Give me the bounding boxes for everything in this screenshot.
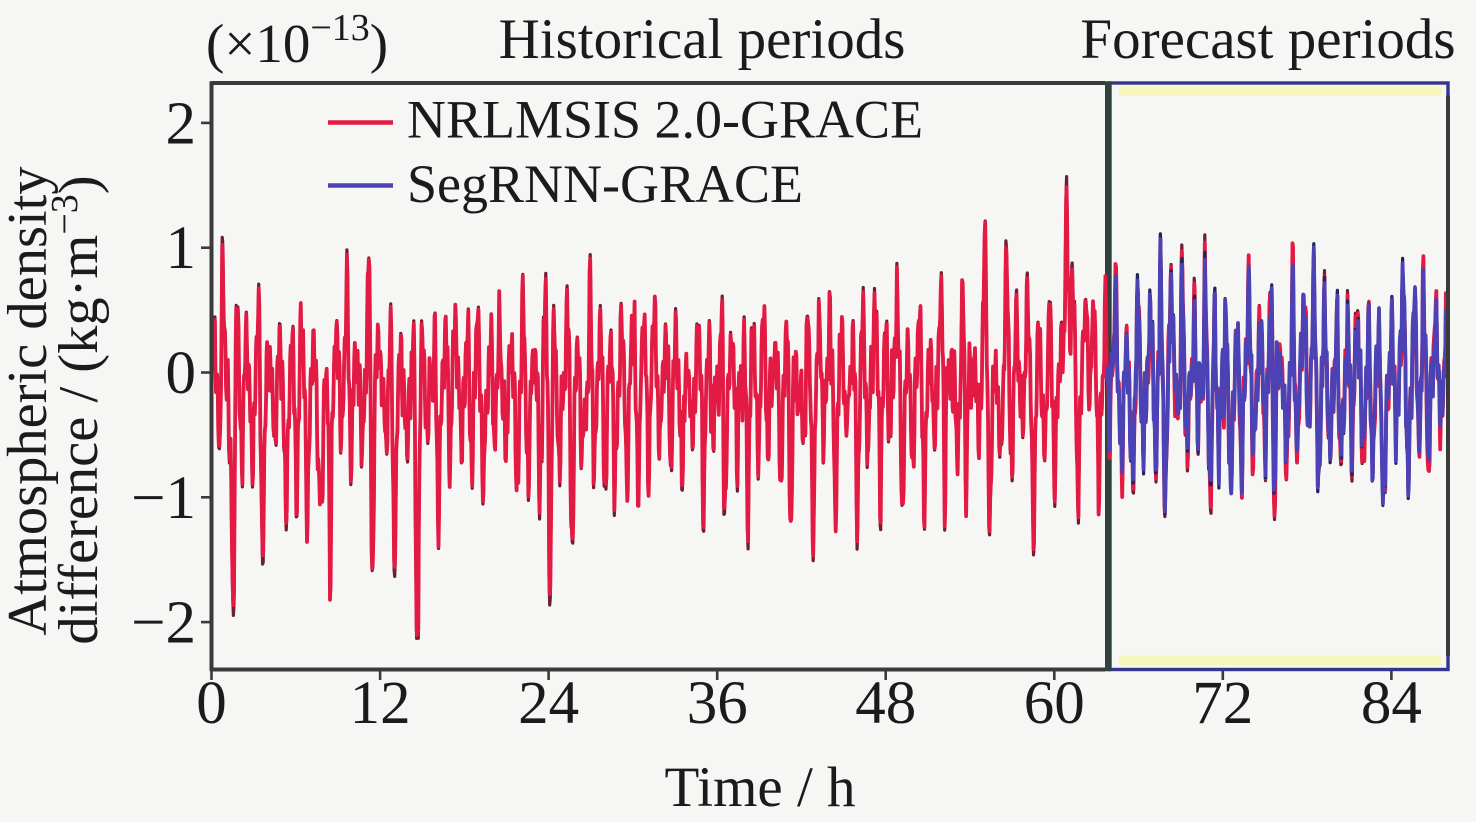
svg-text:24: 24 [518,670,579,737]
svg-text:0: 0 [196,670,227,737]
svg-text:Forecast periods: Forecast periods [1080,8,1455,71]
svg-text:72: 72 [1192,670,1253,737]
svg-text:48: 48 [855,670,916,737]
svg-text:36: 36 [687,670,748,737]
svg-text:2: 2 [166,90,197,157]
svg-text:−1: −1 [131,465,196,532]
svg-text:NRLMSIS 2.0-GRACE: NRLMSIS 2.0-GRACE [407,90,923,150]
svg-text:−2: −2 [131,590,196,657]
svg-text:60: 60 [1024,670,1085,737]
svg-text:SegRNN-GRACE: SegRNN-GRACE [407,154,803,214]
svg-text:1: 1 [166,215,197,282]
svg-text:12: 12 [350,670,411,737]
svg-text:difference / (kg·m−3): difference / (kg·m−3) [44,175,110,644]
svg-text:0: 0 [166,340,197,407]
svg-text:84: 84 [1361,670,1422,737]
svg-text:Historical periods: Historical periods [499,8,906,71]
svg-text:Atmospheric density: Atmospheric density [0,166,59,636]
svg-text:Time / h: Time / h [664,756,855,819]
